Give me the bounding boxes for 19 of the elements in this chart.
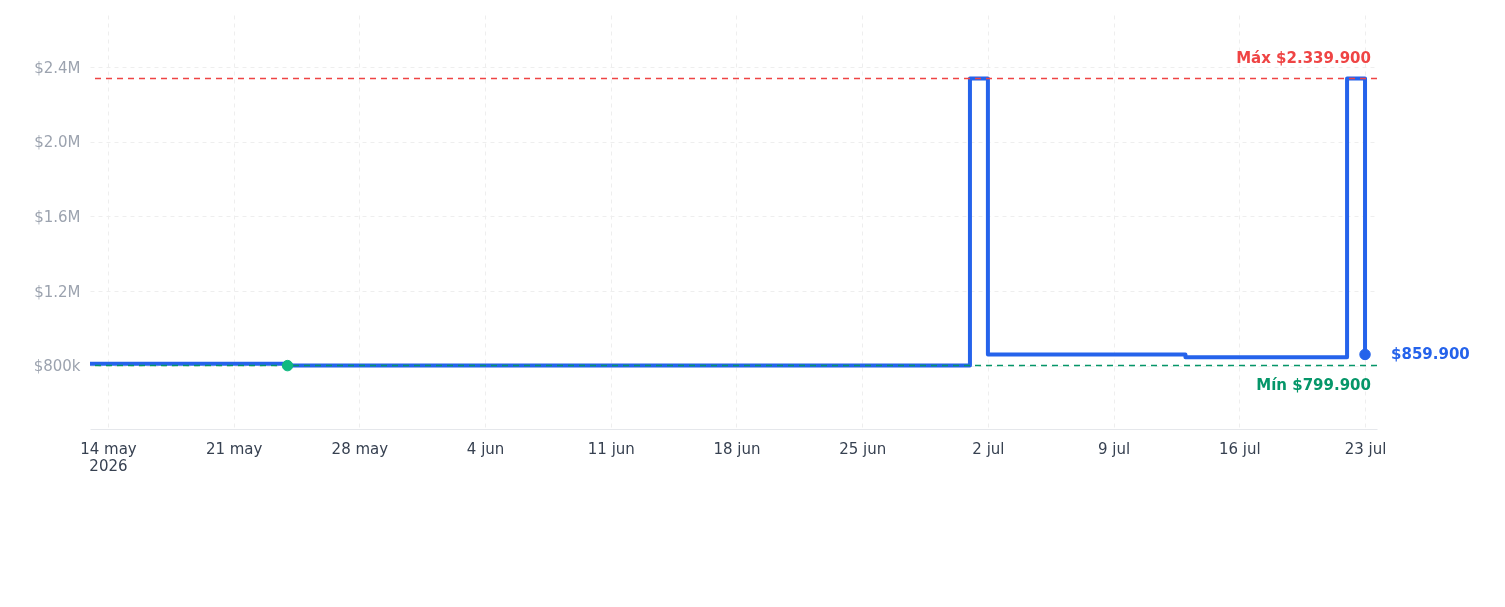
y-tick-label: $2.0M	[34, 133, 81, 152]
y-tick-label: $1.6M	[34, 207, 81, 226]
x-tick-label: 9 jul	[1098, 439, 1131, 458]
y-tick-label: $1.2M	[34, 282, 81, 301]
x-tick-label: 4 jun	[466, 439, 505, 458]
x-tick-label: 18 jun	[713, 439, 761, 458]
x-tick-label: 21 may	[205, 439, 263, 458]
x-tick-label: 23 jul	[1344, 439, 1387, 458]
y-tick-label: $2.4M	[34, 58, 81, 77]
x-tick-label: 14 may 2026	[80, 439, 137, 475]
x-tick-label: 28 may	[331, 439, 389, 458]
y-tick-label: $800k	[33, 357, 81, 376]
x-tick-label: 25 jun	[839, 439, 887, 458]
x-tick-label: 16 jul	[1218, 439, 1261, 458]
x-tick-label: 11 jun	[587, 439, 635, 458]
ref-line-label: Máx $2.339.900	[1236, 49, 1371, 68]
ref-line-label: Mín $799.900	[1256, 375, 1371, 394]
x-tick-label: 2 jul	[972, 439, 1005, 458]
annotation: $859.900	[1391, 345, 1470, 364]
